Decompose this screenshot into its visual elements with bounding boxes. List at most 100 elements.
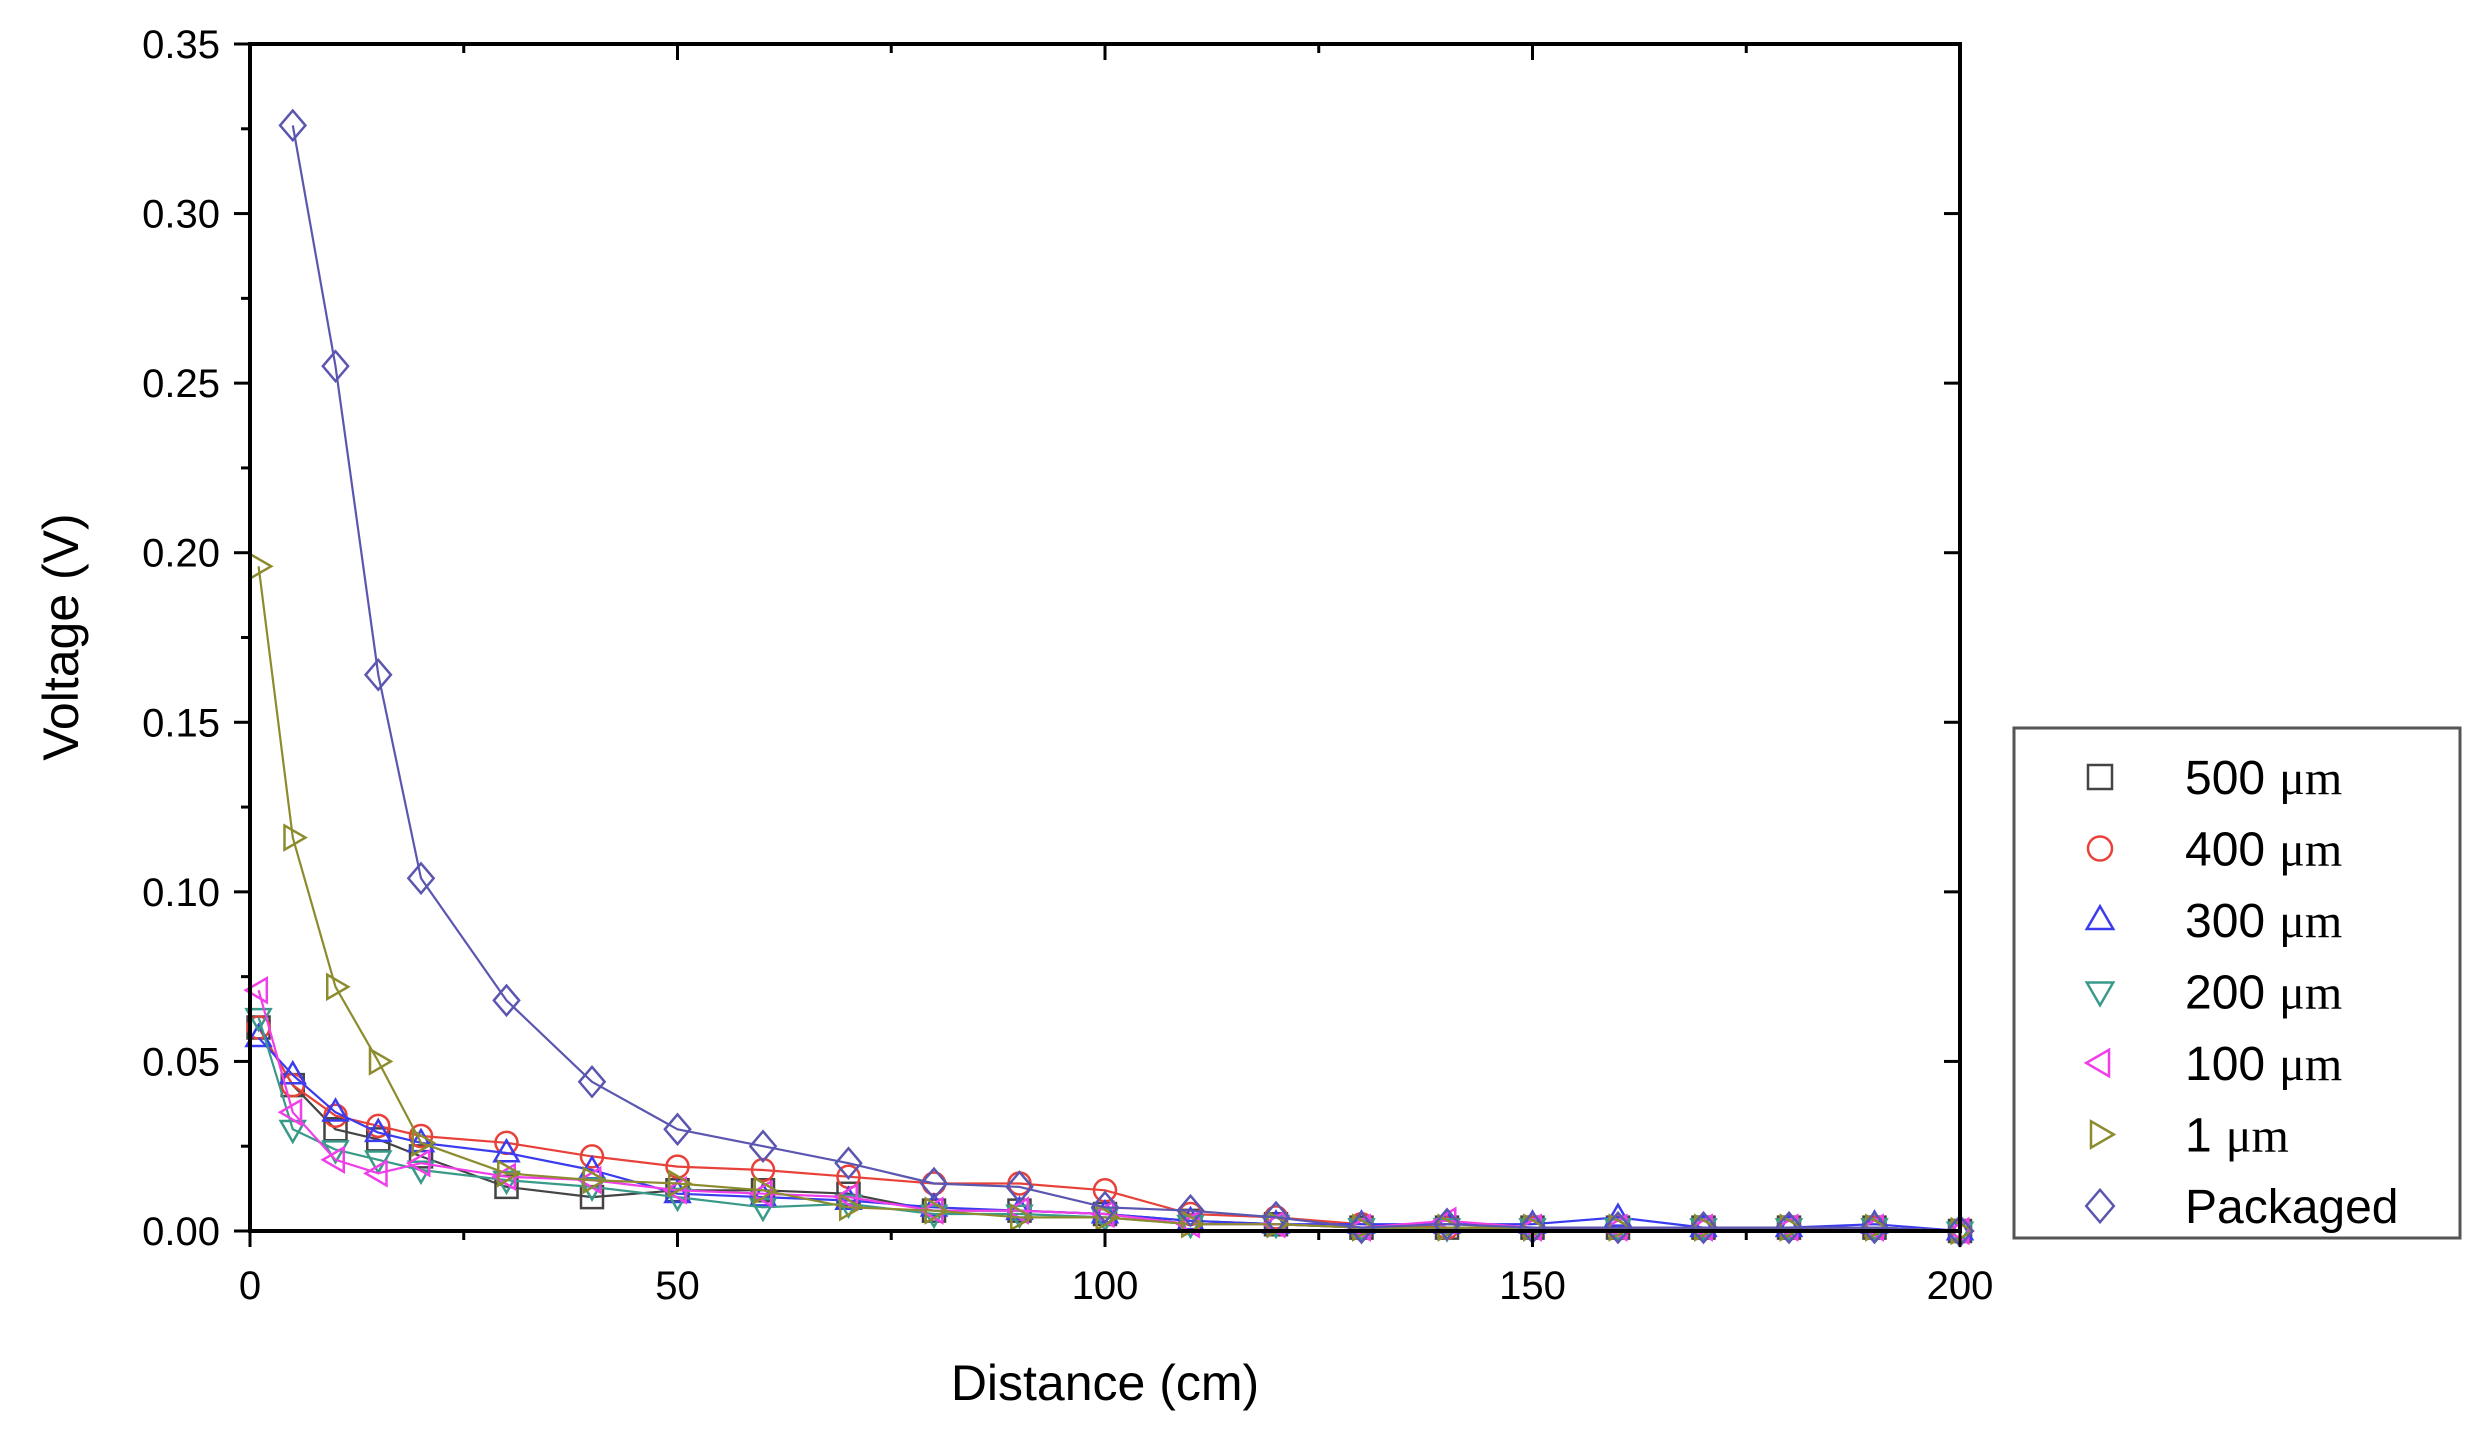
- data-point-300-um: [492, 1137, 521, 1163]
- data-point-1-um: [924, 1196, 950, 1225]
- data-point-1-um: [839, 1192, 864, 1222]
- data-point-packaged: [1860, 1210, 1889, 1245]
- data-point-1-um: [283, 823, 308, 852]
- data-point-200-um: [919, 1204, 949, 1230]
- data-point-200-um: [406, 1160, 436, 1186]
- data-point-1-um: [582, 1165, 608, 1195]
- data-point-packaged: [1090, 1190, 1120, 1225]
- legend-label-1-um: 1 μm: [2185, 1110, 2289, 1163]
- legend-item-packaged: Packaged: [2084, 1181, 2399, 1234]
- data-point-300-um: [1603, 1202, 1633, 1227]
- legend-item-200-um: 200 μm: [2084, 967, 2342, 1020]
- legend-label-300-um: 300 μm: [2185, 895, 2342, 948]
- data-point-1-um: [411, 1128, 437, 1158]
- data-point-300-um: [278, 1059, 308, 1085]
- data-point-packaged: [663, 1112, 692, 1147]
- x-tick-label: 0: [239, 1264, 261, 1308]
- x-tick-label: 150: [1499, 1264, 1566, 1308]
- legend-item-500-um: 500 μm: [2086, 752, 2342, 805]
- data-point-1-um: [668, 1169, 693, 1198]
- data-point-200-um: [663, 1187, 692, 1213]
- data-point-packaged: [834, 1146, 863, 1180]
- legend-item-400-um: 400 μm: [2086, 824, 2342, 877]
- data-point-500-um: [1263, 1211, 1289, 1237]
- y-tick-label: 0.10: [142, 871, 220, 915]
- legend-label-200-um: 200 μm: [2185, 967, 2342, 1020]
- data-point-300-um: [321, 1097, 350, 1122]
- data-point-200-um: [577, 1177, 607, 1203]
- data-point-1-um: [326, 972, 351, 1002]
- data-point-1-um: [1010, 1203, 1035, 1232]
- axis-layer: 0 50 100 150 200 0.00 0.05 0.10 0.15 0.20 0.25 0.30…: [142, 23, 1993, 1308]
- legend-item-1-um: 1 μm: [2089, 1110, 2289, 1163]
- data-point-1-um: [497, 1159, 522, 1188]
- y-tick-label: 0.30: [142, 193, 220, 237]
- y-axis-title: Voltage (V): [33, 513, 89, 760]
- data-point-1-um: [753, 1176, 779, 1205]
- data-point-packaged: [278, 108, 308, 143]
- legend-marker-100-um: [2083, 1047, 2111, 1079]
- data-point-packaged: [1005, 1170, 1034, 1204]
- data-point-packaged: [577, 1065, 607, 1099]
- data-point-100-um: [363, 1159, 388, 1188]
- series-1-um: [249, 552, 1976, 1246]
- legend-marker-300-um: [2084, 903, 2116, 931]
- legend-label-100-um: 100 μm: [2185, 1038, 2342, 1091]
- y-tick-label: 0.25: [142, 362, 220, 406]
- data-point-packaged: [748, 1129, 778, 1163]
- data-point-packaged: [406, 861, 436, 896]
- legend-marker-400-um: [2086, 835, 2114, 862]
- data-point-100-um: [1944, 1216, 1970, 1246]
- data-point-packaged: [919, 1166, 949, 1201]
- data-point-100-um: [243, 975, 269, 1005]
- data-point-packaged: [363, 658, 393, 692]
- data-point-1-um: [368, 1047, 394, 1076]
- x-tick-label: 200: [1927, 1264, 1994, 1308]
- series-line-1-um: [257, 566, 1961, 1233]
- plot-frame: [248, 42, 1962, 1233]
- data-point-200-um: [244, 1007, 273, 1033]
- legend-marker-200-um: [2084, 981, 2116, 1008]
- data-point-400-um: [579, 1144, 605, 1169]
- data-point-400-um: [408, 1123, 434, 1149]
- legend-marker-packaged: [2084, 1187, 2116, 1225]
- legend-items: 500 μm 400 μm 300 μm 200 μm 100 μm 1 μm Packaged: [2083, 752, 2399, 1234]
- x-axis-title: Distance (cm): [951, 1355, 1259, 1411]
- x-tick-label: 50: [655, 1264, 700, 1308]
- data-point-200-um: [492, 1170, 521, 1196]
- y-tick-label: 0.00: [142, 1210, 220, 1254]
- legend-label-400-um: 400 μm: [2185, 824, 2342, 877]
- legend-label-500-um: 500 μm: [2185, 752, 2342, 805]
- legend-marker-500-um: [2086, 763, 2114, 791]
- legend-label-packaged: Packaged: [2185, 1181, 2399, 1234]
- data-point-packaged: [1432, 1207, 1462, 1241]
- x-tick-label: 100: [1072, 1264, 1139, 1308]
- data-point-1-um: [1095, 1203, 1121, 1232]
- y-tick-label: 0.20: [142, 532, 220, 576]
- data-point-100-um: [833, 1182, 858, 1212]
- data-point-100-um: [277, 1098, 303, 1127]
- data-point-packaged: [321, 349, 350, 383]
- series-line-packaged: [291, 125, 1961, 1233]
- data-point-400-um: [750, 1157, 776, 1183]
- y-tick-label: 0.05: [142, 1040, 220, 1084]
- data-point-packaged: [492, 983, 521, 1018]
- series-layer: [243, 108, 1976, 1248]
- data-point-packaged: [1689, 1210, 1718, 1245]
- data-point-300-um: [363, 1117, 393, 1143]
- legend-marker-1-um: [2089, 1119, 2117, 1150]
- data-point-packaged: [1176, 1193, 1205, 1228]
- data-point-packaged: [1347, 1210, 1376, 1245]
- series-packaged: [278, 108, 1975, 1248]
- legend-item-300-um: 300 μm: [2084, 895, 2342, 948]
- tick-marks: [234, 42, 1962, 1247]
- data-point-400-um: [366, 1113, 391, 1139]
- data-point-400-um: [323, 1103, 348, 1128]
- data-point-100-um: [405, 1148, 431, 1178]
- y-tick-label: 0.35: [142, 23, 220, 67]
- data-point-packaged: [1603, 1210, 1633, 1245]
- data-point-100-um: [320, 1145, 345, 1175]
- series-line-100-um: [257, 989, 1961, 1233]
